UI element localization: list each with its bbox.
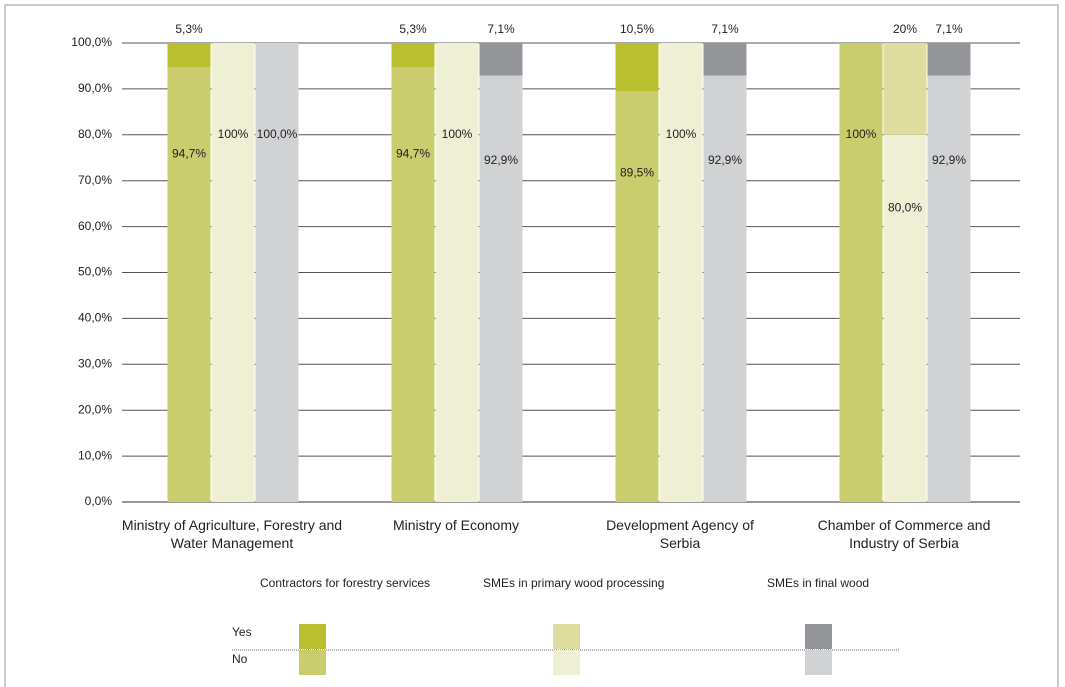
legend-swatch [553,624,580,649]
data-label: 94,7% [172,146,206,160]
data-label: 89,5% [620,166,654,180]
data-label: 100% [218,127,249,141]
bar-segment [659,43,703,502]
y-tick-label: 50,0% [78,265,112,279]
legend-row-label: Yes [232,625,252,639]
y-tick-label: 100,0% [71,35,112,49]
bar-segment [211,43,255,502]
legend-label: SMEs in primary wood processing [483,576,664,590]
legend-label: Contractors for forestry services [260,576,430,590]
x-tick-label: Ministry of Agriculture, Forestry and Wa… [121,517,343,551]
y-tick-label: 60,0% [78,219,112,233]
y-tick-label: 40,0% [78,311,112,325]
data-label: 92,9% [484,153,518,167]
data-label: 7,1% [487,22,515,36]
data-label: 80,0% [888,200,922,214]
data-label: 100,0% [257,127,298,141]
bar-segment [615,91,659,502]
legend-swatch [805,650,832,675]
y-tick-label: 80,0% [78,127,112,141]
x-tick-label: Development Agency of Serbia [606,517,754,551]
y-tick-label: 70,0% [78,173,112,187]
y-tick-label: 10,0% [78,448,112,462]
bar-segment [839,43,883,502]
bar-segment [927,75,971,503]
legend-swatch [553,650,580,675]
bar-segment [167,43,211,68]
bar-segment [703,75,747,503]
legend-label: SMEs in final wood [767,576,869,590]
bar-segment [391,43,435,68]
bar-segment [391,67,435,503]
data-label: 94,7% [396,146,430,160]
y-tick-label: 0,0% [85,494,113,508]
bar-segment [883,134,927,503]
bar-segment [167,67,211,503]
legend-row-label: No [232,652,248,666]
bar-segment [255,43,299,502]
data-label: 92,9% [932,153,966,167]
bar-segment [479,43,523,76]
x-tick-label: Ministry of Economy [392,517,520,533]
data-label: 100% [442,127,473,141]
data-label: 5,3% [399,22,427,36]
y-tick-label: 30,0% [78,356,112,370]
legend-swatch [299,624,326,649]
data-label: 92,9% [708,153,742,167]
y-tick-label: 20,0% [78,402,112,416]
data-label: 100% [666,127,697,141]
data-label: 10,5% [620,22,654,36]
data-label: 20% [893,22,917,36]
data-label: 5,3% [175,22,203,36]
legend-swatch [299,650,326,675]
x-tick-label: Chamber of Commerce and Industry of Serb… [817,517,991,551]
data-label: 7,1% [935,22,963,36]
bar-segment [479,75,523,503]
bar-segment [927,43,971,76]
bar-segment [883,43,927,135]
bar-segment [435,43,479,502]
bar-segment [615,43,659,92]
data-label: 7,1% [711,22,739,36]
bar-segment [703,43,747,76]
y-tick-label: 90,0% [78,81,112,95]
data-label: 100% [846,127,877,141]
frame [4,4,1059,687]
legend-swatch [805,624,832,649]
